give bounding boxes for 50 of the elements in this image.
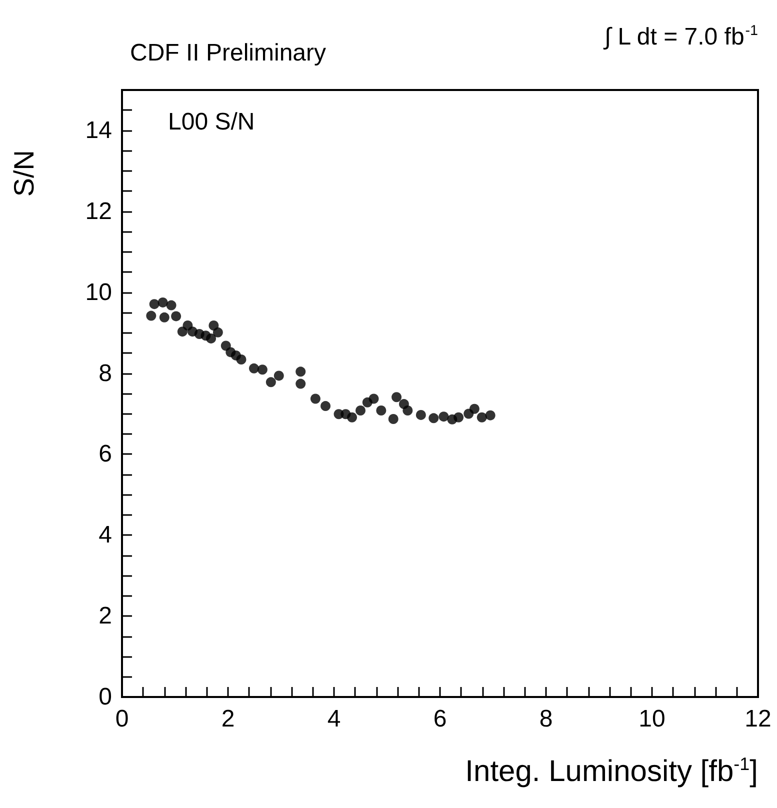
point [368,394,379,404]
x-tick-label: 2 [221,706,235,732]
point [212,327,223,338]
point [376,406,386,416]
point [296,378,306,389]
x-tick-label: 10 [638,706,666,732]
point [356,406,366,416]
point [485,410,496,420]
point [274,370,284,381]
y-tick-label: 14 [85,116,112,144]
y-tick-label: 10 [85,278,112,306]
point [171,311,182,322]
point [438,412,449,422]
point [416,410,426,420]
point [146,310,156,321]
y-axis-title: S/N [8,150,40,197]
point [159,312,170,322]
annotation: L00 S/N [168,108,255,136]
point [347,412,358,422]
y-tick-label: 2 [98,602,112,630]
point [392,392,402,402]
y-tick-label: 4 [98,522,112,549]
y-tick-label: 0 [98,684,112,710]
x-tick-label: 0 [115,706,129,732]
point [166,300,176,310]
point [469,404,480,414]
point [248,363,259,374]
x-tick-label: 4 [327,706,341,732]
point [428,413,439,424]
point [388,414,398,424]
point [266,377,276,388]
point [149,299,160,310]
y-tick-label: 8 [98,360,112,387]
chart-title: CDF II Preliminary [130,40,326,66]
point [320,401,331,412]
point [296,366,306,377]
x-tick-label: 8 [539,706,553,732]
y-tick-label: 12 [85,198,112,225]
point [206,333,216,344]
point [454,412,464,422]
point [310,394,320,404]
point [257,364,268,375]
point [236,354,246,365]
point [158,297,168,308]
y-tick-label: 6 [98,440,112,468]
point [402,406,413,416]
point [476,412,487,422]
point [208,320,219,331]
x-tick-label: 12 [744,706,772,732]
x-tick-label: 6 [433,706,447,732]
